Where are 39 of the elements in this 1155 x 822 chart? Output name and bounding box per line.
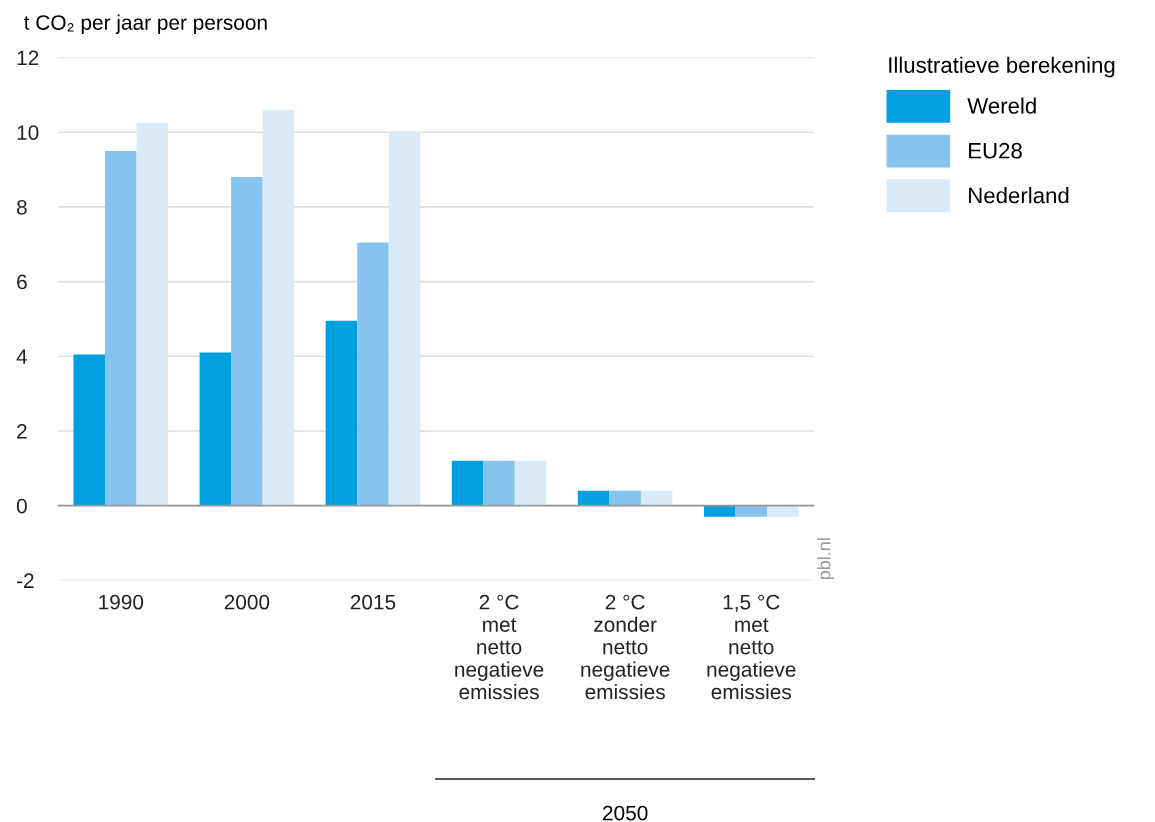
bar xyxy=(262,109,295,506)
bar xyxy=(231,177,263,506)
bar xyxy=(357,242,389,506)
y-tick-label: 4 xyxy=(16,349,28,364)
y-tick-label: 12 xyxy=(17,50,39,66)
y-axis-title: t CO₂ per jaar per persoon xyxy=(24,14,267,35)
legend-label: Wereld xyxy=(967,97,1036,114)
y-tick-label: 8 xyxy=(16,199,27,215)
bar xyxy=(325,320,358,506)
x-tick-label: 2 °C met netto negatieve emissies xyxy=(455,594,544,700)
text: 2050 xyxy=(603,805,648,821)
bar xyxy=(199,352,232,506)
x-tick-label: 2000 xyxy=(224,594,270,610)
x-tick-label: 1990 xyxy=(99,594,144,610)
bar xyxy=(388,132,421,506)
legend-label: EU28 xyxy=(969,142,1022,159)
x-tick-label: 2 °C zonder netto negatieve emissies xyxy=(581,594,670,700)
y-tick-label: 0 xyxy=(16,498,27,514)
x-tick-label: 2015 xyxy=(350,594,396,610)
legend-title: Illustratieve berekening xyxy=(889,56,1115,78)
x-tick-label: 1,5 °C met netto negatieve emissies xyxy=(707,594,796,700)
bar xyxy=(105,150,137,506)
y-tick-label: 10 xyxy=(17,125,39,140)
text: pbl.nl xyxy=(817,538,835,580)
bar xyxy=(766,505,799,517)
bar xyxy=(640,490,673,506)
y-tick-label: 6 xyxy=(17,274,27,290)
y-tick-label: 2 xyxy=(17,423,27,439)
bar xyxy=(73,354,106,506)
bar xyxy=(451,460,484,506)
bar xyxy=(735,505,767,517)
legend-label: Nederland xyxy=(969,187,1069,204)
bar xyxy=(483,460,515,506)
bar xyxy=(136,122,169,506)
bar xyxy=(609,490,641,506)
bar xyxy=(577,490,610,506)
bar xyxy=(703,505,736,517)
y-tick-label: -2 xyxy=(17,573,34,588)
bar xyxy=(514,460,547,506)
